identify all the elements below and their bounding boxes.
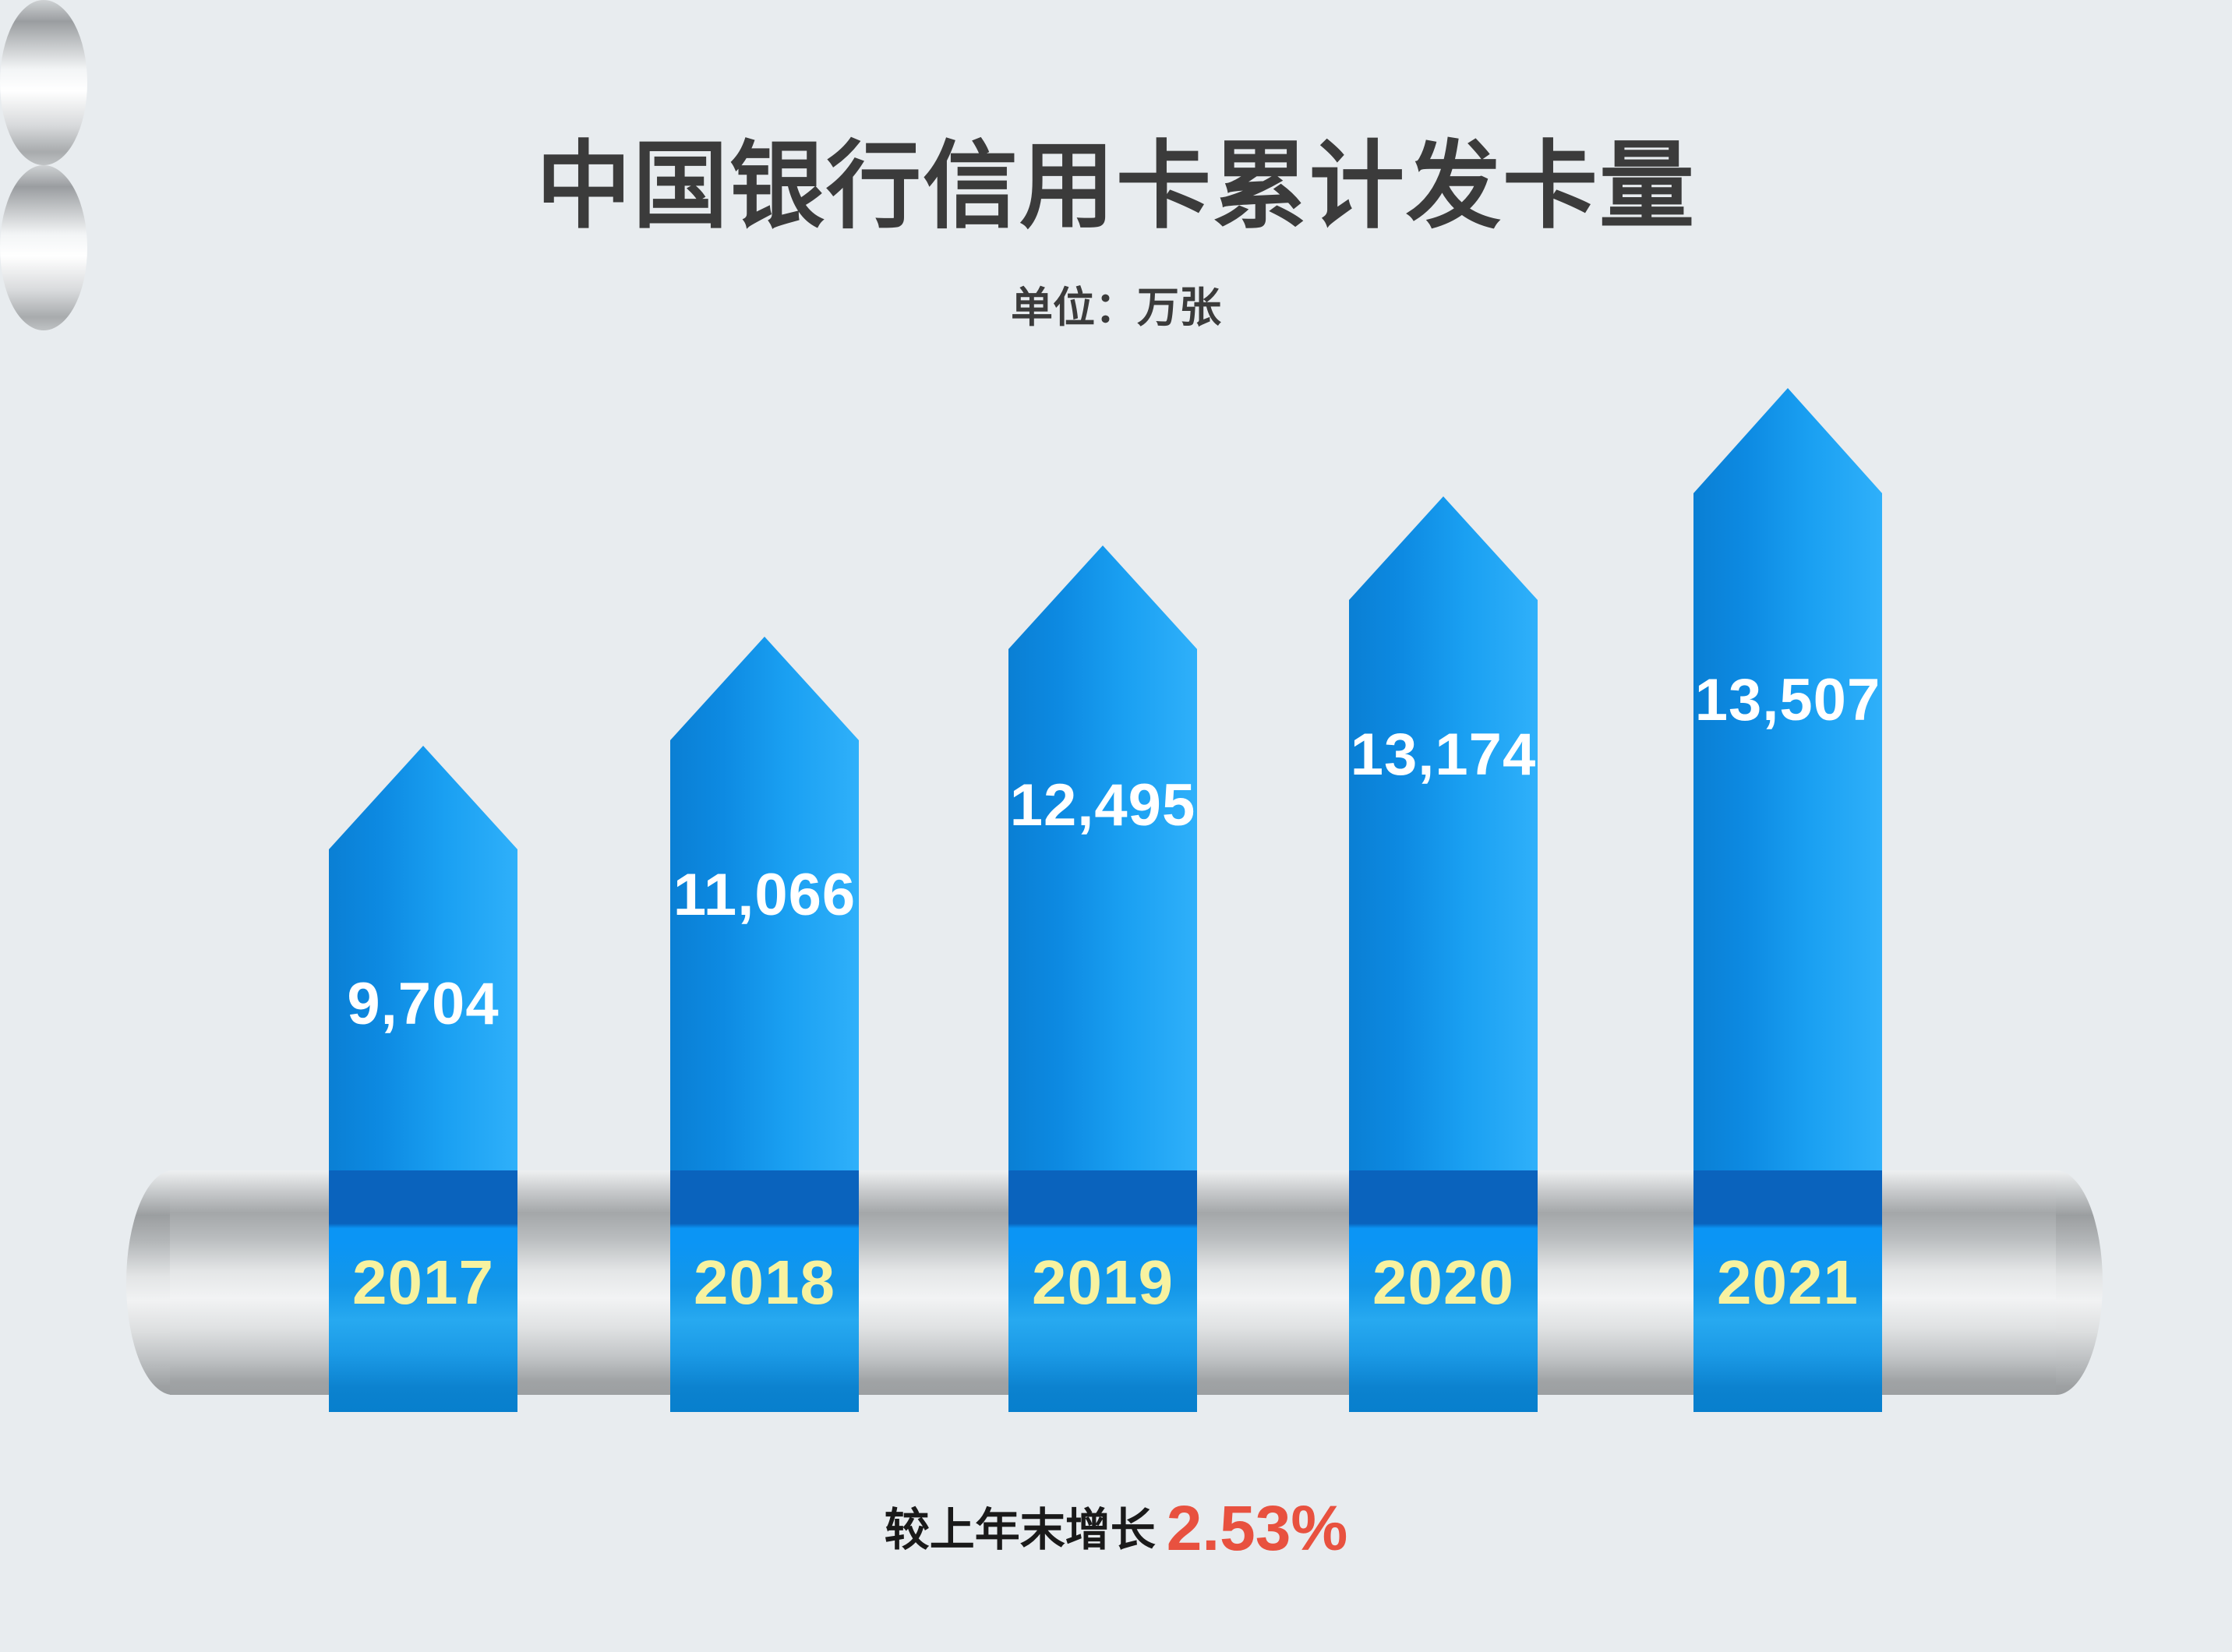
bar-band-2018 (670, 1170, 859, 1412)
bar-arrow-2017 (329, 746, 517, 1170)
bar-year-label-2021: 2021 (1717, 1248, 1859, 1317)
bar-band-2020 (1349, 1170, 1538, 1412)
bar-band-2021 (1693, 1170, 1882, 1412)
bar-year-label-2018: 2018 (694, 1248, 835, 1317)
growth-footnote-prefix: 较上年末增长 (884, 1505, 1156, 1555)
bar-band-2017 (329, 1170, 517, 1412)
bar-group-2019[interactable]: 12,495 2019 (1008, 0, 1197, 1652)
growth-percentage: 2.53% (1166, 1493, 1348, 1564)
bar-arrow-2018 (670, 637, 859, 1170)
bar-group-2018[interactable]: 11,066 2018 (670, 0, 859, 1652)
bar-band-2019 (1008, 1170, 1197, 1412)
bar-arrow-2021 (1693, 388, 1882, 1170)
bar-group-2017[interactable]: 9,704 2017 (329, 0, 517, 1652)
bar-value-label-2019: 12,495 (1009, 772, 1196, 838)
bar-value-label-2018: 11,066 (673, 862, 856, 928)
cylinder-left-end-cap (0, 0, 87, 165)
bar-value-label-2017: 9,704 (347, 971, 500, 1037)
chart-subtitle-unit: 单位：万张 (1011, 284, 1221, 331)
bar-value-label-2020: 13,174 (1350, 722, 1537, 788)
bar-year-label-2020: 2020 (1372, 1248, 1514, 1317)
bar-arrow-2020 (1349, 496, 1538, 1170)
growth-footnote: 较上年末增长 2.53% (0, 1492, 2232, 1566)
cylinder-right-end-cap (0, 165, 87, 330)
bar-value-label-2021: 13,507 (1694, 667, 1881, 733)
chart-title: 中国银行信用卡累计发卡量 (536, 133, 1696, 239)
bar-group-2021[interactable]: 13,507 2021 (1693, 0, 1882, 1652)
bar-year-label-2017: 2017 (352, 1248, 494, 1317)
bar-arrow-2019 (1008, 545, 1197, 1170)
bar-year-label-2019: 2019 (1032, 1248, 1174, 1317)
bar-group-2020[interactable]: 13,174 2020 (1349, 0, 1538, 1652)
